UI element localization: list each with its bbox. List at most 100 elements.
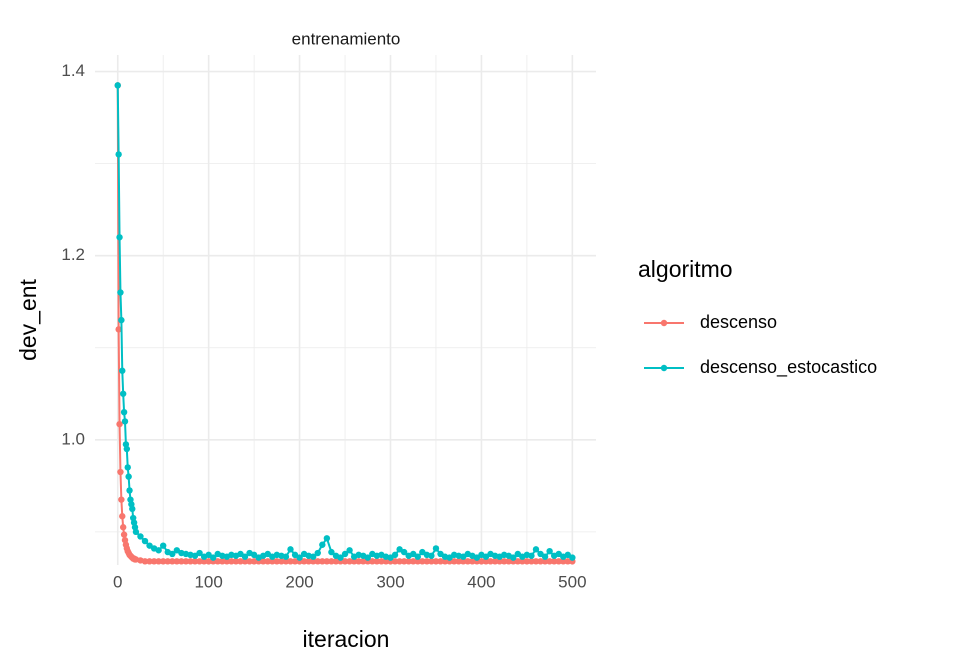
x-tick-label: 500 [558, 572, 586, 591]
point [120, 531, 128, 538]
point [291, 558, 299, 565]
point [432, 558, 440, 565]
point [123, 445, 131, 453]
point [124, 464, 131, 471]
point [250, 558, 258, 565]
point [155, 558, 162, 565]
point [441, 558, 449, 565]
point [391, 558, 399, 565]
point [115, 326, 122, 333]
point [126, 487, 133, 494]
point [282, 553, 290, 560]
point [210, 554, 217, 561]
point [214, 558, 221, 565]
y-tick-label: 1.4 [61, 61, 85, 80]
point [273, 558, 281, 565]
point [228, 558, 235, 565]
point [532, 558, 540, 565]
point [528, 558, 535, 565]
point [519, 558, 526, 565]
point [350, 558, 358, 565]
point [523, 558, 531, 565]
point [117, 468, 124, 476]
legend-key-point [660, 364, 668, 372]
point [460, 558, 467, 565]
point [282, 558, 290, 565]
point [241, 558, 249, 565]
point [478, 558, 485, 565]
point [450, 558, 458, 565]
point [496, 558, 503, 565]
point [155, 547, 162, 554]
point [241, 553, 249, 560]
point [114, 82, 121, 89]
point [378, 558, 385, 565]
y-axis-title: dev_ent [15, 278, 41, 360]
point [150, 558, 158, 565]
point [159, 542, 167, 549]
point [305, 558, 312, 565]
point [116, 420, 123, 428]
point [219, 558, 226, 565]
point [346, 558, 353, 565]
point [469, 558, 476, 565]
point [132, 528, 140, 536]
x-tick-label: 300 [376, 572, 404, 591]
point [369, 558, 376, 565]
point [237, 558, 244, 565]
x-axis-title: iteracion [303, 626, 390, 652]
point [323, 535, 331, 542]
point [169, 558, 176, 565]
point [391, 551, 399, 559]
point [264, 558, 271, 565]
point [505, 558, 512, 565]
legend-key-point [660, 319, 668, 327]
point [300, 558, 308, 565]
point [546, 558, 553, 565]
point [117, 289, 124, 296]
point [555, 558, 562, 565]
point [373, 558, 381, 565]
point [223, 558, 231, 565]
point [119, 513, 126, 520]
point [119, 367, 126, 374]
point [173, 558, 181, 565]
point [341, 558, 349, 565]
point [346, 547, 353, 554]
point [260, 558, 267, 565]
point [129, 505, 136, 513]
point [528, 552, 535, 559]
legend-title: algoritmo [638, 256, 733, 282]
point [396, 558, 403, 565]
point [141, 537, 149, 545]
point [360, 558, 367, 565]
point [537, 558, 544, 565]
point [337, 554, 344, 561]
x-tick-label: 100 [194, 572, 222, 591]
point [491, 558, 499, 565]
point [482, 558, 490, 565]
point [296, 554, 303, 561]
point [119, 390, 127, 397]
legend-label: descenso_estocastico [700, 357, 877, 378]
point [464, 558, 471, 565]
facet-label: entrenamiento [292, 29, 401, 48]
point [187, 558, 194, 565]
point [182, 558, 190, 565]
point [400, 548, 408, 556]
point [332, 558, 340, 565]
y-tick-label: 1.2 [61, 245, 85, 264]
point [405, 558, 412, 565]
point [323, 558, 331, 565]
point [564, 558, 572, 565]
point [428, 558, 435, 565]
point [141, 558, 149, 565]
point [287, 558, 294, 565]
x-tick-label: 400 [467, 572, 495, 591]
point [560, 558, 567, 565]
point [164, 558, 171, 565]
point [541, 553, 549, 560]
point [514, 558, 522, 565]
point [319, 558, 326, 565]
point [169, 550, 176, 558]
